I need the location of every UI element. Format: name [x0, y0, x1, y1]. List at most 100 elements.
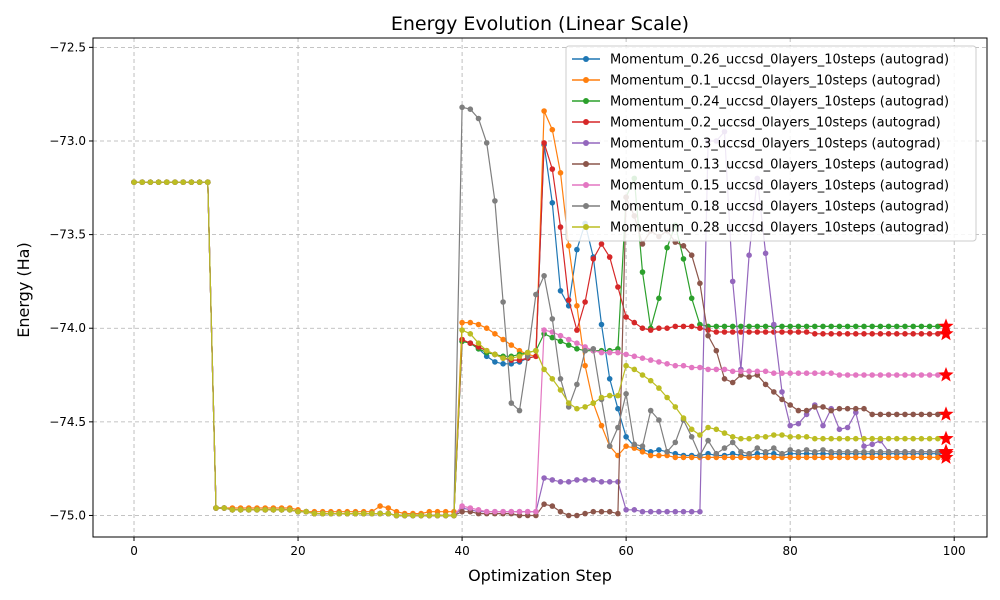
data-point [762, 454, 769, 461]
data-point [475, 507, 482, 513]
data-point [656, 417, 662, 423]
data-point [262, 507, 269, 513]
data-point [779, 396, 785, 403]
data-point [623, 391, 629, 397]
data-point [705, 437, 711, 444]
data-point [779, 389, 785, 395]
final-star-marker [938, 430, 954, 446]
data-point [779, 450, 785, 457]
data-point [533, 291, 539, 298]
data-point [606, 254, 613, 260]
data-point [869, 411, 875, 418]
data-point [853, 331, 859, 337]
data-point [729, 434, 736, 440]
final-star-marker [938, 325, 954, 341]
data-point [861, 331, 867, 337]
data-point [787, 447, 793, 453]
data-point [836, 426, 843, 433]
data-point [557, 332, 564, 339]
legend-entry: Momentum_0.15_uccsd_0layers_10steps (aut… [572, 179, 949, 194]
data-point [762, 381, 769, 388]
data-point [574, 477, 580, 483]
data-point [787, 329, 793, 335]
data-point [820, 323, 826, 330]
data-point [492, 198, 498, 204]
data-point [680, 323, 687, 330]
data-point [705, 454, 711, 461]
data-point [606, 508, 613, 515]
data-point [631, 441, 638, 448]
data-point [557, 508, 564, 515]
data-point [803, 329, 810, 335]
data-point [844, 454, 851, 461]
data-point [582, 404, 588, 410]
data-point [606, 443, 613, 450]
data-point [664, 244, 670, 251]
data-point [688, 508, 695, 515]
y-tick-label: −73.0 [49, 134, 86, 148]
data-point [492, 351, 498, 358]
y-tick-label: −74.0 [49, 321, 86, 335]
legend-label: Momentum_0.24_uccsd_0layers_10steps (aut… [610, 95, 949, 110]
data-point [434, 512, 441, 519]
data-point [812, 370, 818, 377]
data-point [278, 507, 285, 513]
data-point [853, 372, 859, 378]
data-point [492, 359, 498, 365]
data-point [828, 449, 834, 455]
plot-frame [92, 37, 988, 538]
legend-marker-swatch [583, 161, 589, 167]
data-point [467, 319, 474, 326]
data-point [574, 405, 580, 412]
data-point [500, 361, 506, 367]
data-point [672, 404, 679, 410]
data-point [885, 449, 892, 455]
data-point [738, 323, 744, 330]
legend-label: Momentum_0.26_uccsd_0layers_10steps (aut… [610, 53, 949, 68]
data-point [721, 329, 728, 335]
data-point [836, 449, 843, 455]
data-point [688, 295, 695, 302]
data-point [844, 372, 851, 378]
data-point [729, 323, 736, 330]
data-point [672, 508, 679, 515]
data-point [180, 179, 186, 185]
data-point [861, 449, 867, 455]
data-point [246, 507, 252, 513]
data-point [844, 435, 851, 442]
legend-label: Momentum_0.2_uccsd_0layers_10steps (auto… [610, 116, 941, 131]
data-point [590, 400, 597, 406]
data-point [877, 454, 884, 461]
data-point [688, 434, 695, 440]
data-point [894, 449, 900, 455]
data-point [606, 376, 613, 382]
data-point [541, 108, 547, 114]
data-point [524, 508, 531, 515]
y-tick-label: −75.0 [49, 508, 86, 522]
data-point [771, 454, 777, 461]
data-point [492, 508, 498, 515]
final-star-marker [938, 367, 954, 382]
data-point [426, 512, 433, 519]
data-point [713, 366, 720, 373]
data-point [574, 340, 580, 347]
data-point [779, 323, 785, 330]
data-point [836, 405, 843, 412]
data-point [918, 435, 925, 442]
data-point [738, 368, 744, 375]
data-point [729, 439, 736, 446]
data-point [705, 332, 711, 339]
data-point [237, 507, 244, 513]
data-point [598, 479, 605, 485]
data-point [762, 250, 769, 257]
data-point [861, 405, 867, 412]
data-point [483, 325, 490, 332]
data-point [656, 452, 662, 459]
data-point [483, 347, 490, 354]
x-axis-title: Optimization Step [468, 566, 612, 585]
data-point [803, 447, 810, 453]
data-point [910, 372, 916, 378]
data-point [516, 508, 523, 515]
legend-box [565, 45, 977, 242]
data-point [664, 361, 670, 367]
